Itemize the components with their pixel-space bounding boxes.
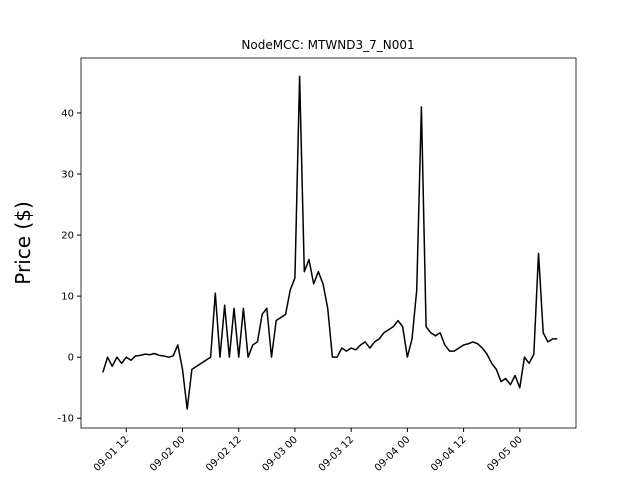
x-tick-label: 09-03 00 <box>260 434 300 474</box>
line-series <box>102 75 558 410</box>
x-tick-label: 09-01 12 <box>92 434 132 474</box>
y-tick-label: 10 <box>61 292 74 303</box>
y-tick-label: -10 <box>58 414 74 425</box>
x-tick-label: 09-03 12 <box>317 434 357 474</box>
y-tick-label: 20 <box>61 231 74 242</box>
x-tick-label: 09-02 12 <box>204 434 244 474</box>
y-tick-label: 0 <box>68 353 74 364</box>
plot-frame <box>80 57 577 429</box>
x-tick-label: 09-04 12 <box>429 434 469 474</box>
x-tick-label: 09-02 00 <box>148 434 188 474</box>
x-tick-label: 09-05 00 <box>485 434 525 474</box>
y-axis-label: Price ($) <box>11 201 35 284</box>
y-tick-label: 40 <box>61 108 74 119</box>
y-tick-label: 30 <box>61 170 74 181</box>
chart-title: NodeMCC: MTWND3_7_N001 <box>241 38 414 52</box>
x-tick-label: 09-04 00 <box>373 434 413 474</box>
